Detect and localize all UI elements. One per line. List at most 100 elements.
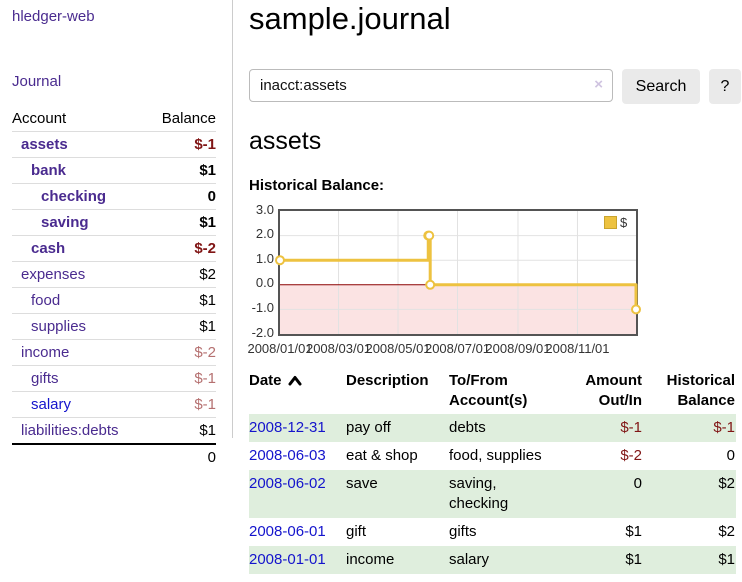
transaction-description: income bbox=[346, 550, 395, 568]
transaction-balance: $1 bbox=[718, 550, 735, 568]
transaction-amount: $-2 bbox=[620, 446, 642, 464]
register-row: 2008-01-01 income salary $1 $1 bbox=[249, 545, 736, 574]
account-balance: $-1 bbox=[147, 391, 216, 418]
x-axis-tick-label: 2008/05/01 bbox=[365, 340, 431, 356]
x-axis-tick-label: 2008/03/01 bbox=[305, 340, 372, 356]
accounts-header-row: Account Balance bbox=[12, 108, 216, 132]
x-axis-tick-label: 2008/07/01 bbox=[424, 340, 491, 356]
account-balance: 0 bbox=[147, 183, 216, 210]
account-link-saving[interactable]: saving bbox=[41, 214, 89, 231]
page-title: sample.journal bbox=[249, 1, 451, 36]
y-axis-tick-label: -1.0 bbox=[251, 299, 274, 315]
transaction-description: save bbox=[346, 474, 378, 492]
legend-swatch bbox=[604, 215, 617, 229]
account-row: liabilities:debts $1 bbox=[12, 417, 216, 444]
accounts-header-account: Account bbox=[12, 110, 67, 127]
y-axis-tick-label: 2.0 bbox=[255, 226, 274, 242]
legend-label: $ bbox=[620, 214, 628, 230]
transaction-date-link[interactable]: 2008-06-02 bbox=[249, 474, 326, 492]
register-row: 2008-06-01 gift gifts $1 $2 bbox=[249, 518, 736, 546]
transaction-balance: $2 bbox=[718, 474, 735, 492]
transaction-accounts: food, supplies bbox=[449, 446, 542, 464]
register-header-date[interactable]: Date bbox=[249, 368, 346, 414]
accounts-table: Account Balance assets $-1 bank $1 check… bbox=[12, 108, 216, 470]
accounts-total-value: 0 bbox=[147, 443, 216, 470]
transaction-date-link[interactable]: 2008-01-01 bbox=[249, 550, 326, 568]
account-balance: $1 bbox=[147, 287, 216, 314]
account-link-expenses[interactable]: expenses bbox=[21, 266, 86, 283]
chart-legend: $ bbox=[604, 215, 627, 230]
account-row: cash $-2 bbox=[12, 235, 216, 262]
account-link-liabilities-debts[interactable]: liabilities:debts bbox=[21, 422, 119, 439]
account-row: supplies $1 bbox=[12, 313, 216, 340]
help-button[interactable]: ? bbox=[709, 69, 741, 105]
transaction-accounts: gifts bbox=[449, 522, 477, 540]
account-row: assets $-1 bbox=[12, 131, 216, 158]
register-row: 2008-12-31 pay off debts $-1 $-1 bbox=[249, 413, 736, 442]
transaction-description: eat & shop bbox=[346, 446, 418, 464]
search-button[interactable]: Search bbox=[622, 69, 700, 105]
y-axis-tick-label: 0.0 bbox=[255, 275, 274, 291]
transaction-accounts: saving, checking bbox=[449, 474, 509, 512]
chevron-up-icon bbox=[288, 375, 302, 386]
transaction-accounts: debts bbox=[449, 418, 486, 436]
account-row: saving $1 bbox=[12, 209, 216, 236]
transaction-date-link[interactable]: 2008-12-31 bbox=[249, 418, 326, 436]
register-header-balance: Historical Balance bbox=[666, 371, 735, 409]
clear-search-icon[interactable]: × bbox=[594, 76, 603, 94]
transaction-amount: $1 bbox=[625, 522, 642, 540]
account-link-checking[interactable]: checking bbox=[41, 188, 107, 205]
account-row: bank $1 bbox=[12, 157, 216, 184]
transaction-amount: $1 bbox=[625, 550, 642, 568]
account-link-salary[interactable]: salary bbox=[31, 396, 72, 413]
transaction-date-link[interactable]: 2008-06-03 bbox=[249, 446, 326, 464]
x-axis-tick-label: 2008/11/01 bbox=[545, 340, 610, 356]
transaction-description: pay off bbox=[346, 418, 391, 436]
register-header-description: Description bbox=[346, 371, 429, 389]
chart-plot-area[interactable] bbox=[275, 208, 641, 336]
account-link-income[interactable]: income bbox=[21, 344, 70, 361]
account-link-gifts[interactable]: gifts bbox=[31, 370, 59, 387]
account-link-food[interactable]: food bbox=[31, 292, 61, 309]
chart-title: Historical Balance: bbox=[249, 176, 385, 194]
sidebar-item-journal[interactable]: Journal bbox=[12, 73, 62, 90]
account-row: income $-2 bbox=[12, 339, 216, 366]
account-link-bank[interactable]: bank bbox=[31, 162, 67, 179]
register-row: 2008-06-03 eat & shop food, supplies $-2… bbox=[249, 442, 736, 470]
register-row: 2008-06-02 save saving, checking 0 $2 bbox=[249, 469, 736, 518]
y-axis-tick-label: 1.0 bbox=[255, 250, 274, 266]
chart-canvas bbox=[275, 210, 641, 334]
account-link-assets[interactable]: assets bbox=[21, 136, 68, 153]
account-balance: $2 bbox=[147, 261, 216, 288]
transaction-date-link[interactable]: 2008-06-01 bbox=[249, 522, 326, 540]
register-header-accounts: To/From Account(s) bbox=[449, 371, 528, 409]
transaction-balance: $2 bbox=[718, 522, 735, 540]
x-axis-tick-label: 2008/09/01 bbox=[485, 340, 551, 356]
account-balance: $1 bbox=[147, 157, 216, 184]
account-row: expenses $2 bbox=[12, 261, 216, 288]
account-row: checking 0 bbox=[12, 183, 216, 210]
y-axis-tick-label: -2.0 bbox=[251, 324, 274, 340]
search-form: × Search ? bbox=[249, 69, 742, 105]
y-axis-tick-label: 3.0 bbox=[255, 201, 274, 217]
accounts-total-row: 0 bbox=[12, 443, 216, 470]
account-balance: $1 bbox=[147, 417, 216, 444]
transaction-amount: 0 bbox=[633, 474, 642, 492]
main-content: sample.journal × Search ? assets Histori… bbox=[247, 0, 742, 574]
account-link-supplies[interactable]: supplies bbox=[31, 318, 87, 335]
account-balance: $-2 bbox=[147, 339, 216, 366]
historical-balance-chart[interactable]: 3.0 2.0 1.0 0.0 -1.0 -2.0 2008/01/01 2008/03/01… bbox=[247, 202, 719, 359]
brand-link[interactable]: hledger-web bbox=[12, 8, 95, 25]
account-row: salary $-1 bbox=[12, 391, 216, 418]
transaction-description: gift bbox=[346, 522, 367, 540]
transaction-balance: $-1 bbox=[713, 418, 735, 436]
account-heading: assets bbox=[249, 127, 322, 156]
account-balance: $-1 bbox=[147, 131, 216, 158]
account-balance: $1 bbox=[147, 313, 216, 340]
search-input[interactable] bbox=[249, 69, 613, 103]
sidebar: hledger-web Journal Account Balance asse… bbox=[0, 0, 233, 470]
account-row: food $1 bbox=[12, 287, 216, 314]
transaction-accounts: salary bbox=[449, 550, 490, 568]
account-link-cash[interactable]: cash bbox=[31, 240, 66, 257]
